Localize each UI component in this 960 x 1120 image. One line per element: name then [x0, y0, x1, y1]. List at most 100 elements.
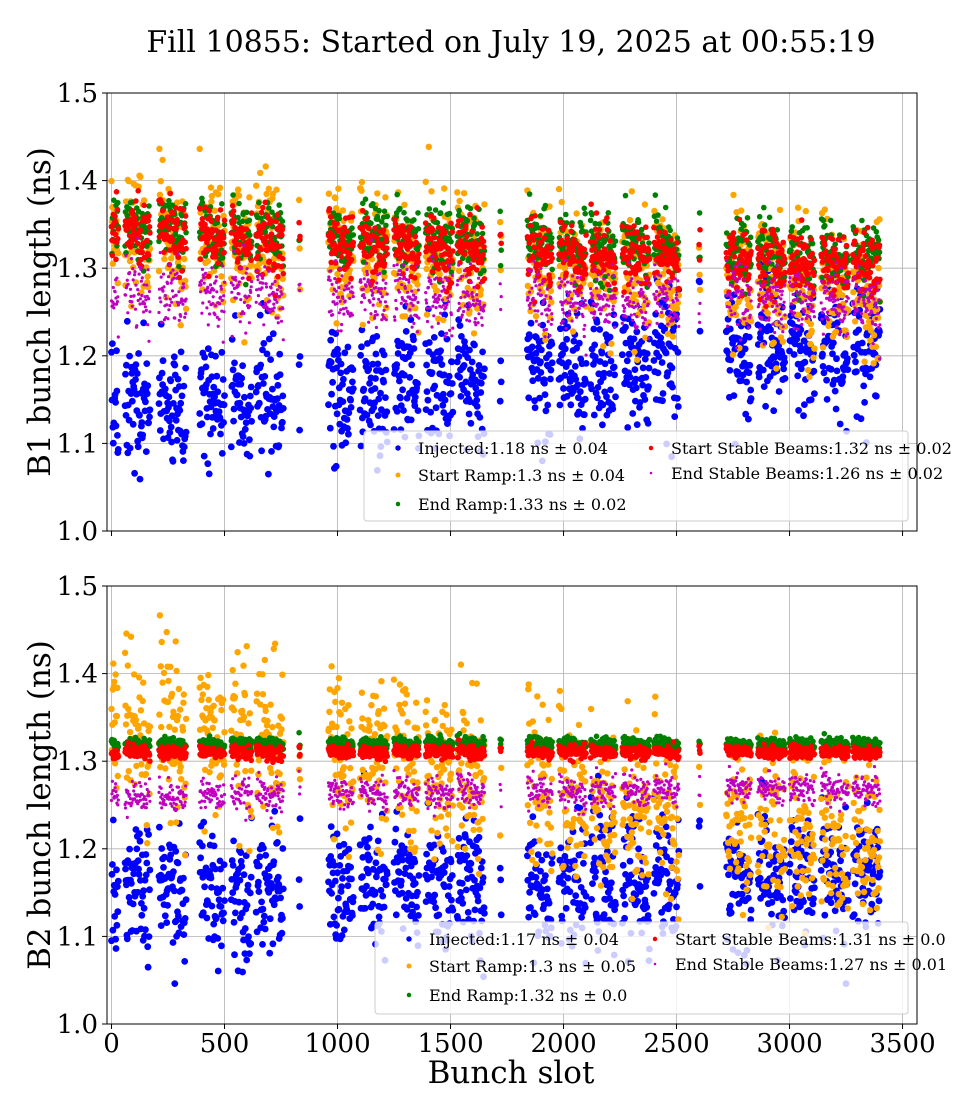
- data-point: [426, 206, 433, 212]
- data-point: [745, 333, 753, 341]
- data-point: [481, 276, 488, 282]
- data-point: [143, 305, 147, 309]
- data-point: [158, 296, 162, 300]
- data-point: [109, 439, 117, 447]
- data-point: [365, 225, 372, 232]
- data-point: [392, 220, 399, 227]
- data-point: [870, 360, 877, 367]
- data-point: [745, 369, 753, 377]
- data-point: [360, 200, 366, 207]
- data-point: [396, 377, 403, 385]
- data-point: [368, 220, 374, 227]
- data-point: [730, 191, 737, 199]
- data-point: [631, 348, 638, 356]
- data-point: [636, 235, 642, 242]
- data-point: [363, 359, 370, 367]
- data-point: [641, 201, 649, 208]
- data-point: [159, 357, 167, 365]
- data-point: [541, 235, 548, 241]
- data-point: [823, 396, 831, 403]
- data-point: [737, 272, 744, 279]
- data-point: [167, 190, 174, 197]
- data-point: [797, 326, 805, 334]
- data-point: [156, 145, 163, 152]
- data-point: [771, 232, 777, 238]
- data-point: [262, 163, 269, 170]
- data-point: [227, 443, 235, 451]
- data-point: [252, 388, 260, 396]
- data-point: [334, 351, 342, 358]
- data-point: [575, 339, 583, 347]
- data-point: [262, 199, 269, 206]
- data-point: [464, 284, 471, 292]
- data-point: [662, 229, 668, 236]
- data-point: [630, 335, 638, 343]
- data-point: [548, 299, 555, 306]
- data-point: [244, 331, 248, 335]
- data-point: [112, 306, 116, 310]
- data-point: [242, 311, 246, 316]
- data-point: [808, 327, 815, 334]
- data-point: [139, 279, 143, 283]
- data-point: [358, 178, 366, 186]
- data-point: [561, 371, 569, 379]
- data-point: [358, 343, 365, 351]
- data-point: [123, 293, 128, 297]
- data-point: [259, 346, 266, 354]
- data-point: [379, 219, 385, 225]
- data-point: [276, 243, 283, 250]
- data-point: [591, 239, 598, 245]
- data-point: [612, 265, 619, 271]
- data-point: [241, 243, 246, 247]
- data-point: [760, 236, 766, 242]
- data-point: [266, 258, 273, 265]
- data-point: [146, 213, 152, 219]
- data-point: [242, 300, 246, 304]
- data-point: [541, 379, 548, 387]
- data-point: [411, 288, 418, 295]
- data-point: [113, 189, 120, 195]
- data-point: [436, 271, 443, 278]
- data-point: [438, 330, 445, 337]
- data-point: [176, 252, 180, 256]
- data-point: [573, 344, 580, 352]
- data-point: [653, 218, 660, 224]
- data-point: [410, 336, 417, 344]
- data-point: [374, 190, 381, 197]
- data-point: [447, 390, 455, 397]
- data-point: [236, 399, 244, 407]
- data-point: [696, 286, 704, 294]
- data-point: [221, 340, 225, 344]
- data-point: [674, 348, 682, 356]
- data-point: [167, 423, 175, 431]
- data-point: [431, 382, 439, 390]
- data-point: [747, 304, 754, 311]
- data-point: [217, 430, 224, 438]
- data-point: [545, 227, 552, 234]
- data-point: [583, 232, 589, 238]
- data-point: [381, 208, 388, 214]
- data-point: [247, 294, 251, 298]
- data-point: [349, 378, 356, 386]
- data-point: [240, 266, 244, 271]
- data-point: [146, 224, 153, 230]
- data-point: [255, 399, 263, 407]
- data-point: [408, 224, 414, 230]
- data-point: [834, 319, 841, 327]
- data-point: [218, 450, 226, 457]
- data-point: [842, 327, 849, 334]
- data-point: [146, 323, 150, 327]
- data-point: [729, 351, 737, 358]
- data-point: [332, 194, 339, 202]
- data-point: [732, 245, 739, 251]
- data-point: [182, 200, 189, 207]
- data-point: [836, 420, 844, 428]
- data-point: [399, 386, 406, 394]
- data-point: [748, 248, 754, 255]
- data-point: [273, 218, 279, 225]
- data-point: [473, 267, 480, 273]
- data-point: [221, 264, 225, 268]
- data-point: [393, 407, 401, 415]
- data-point: [542, 407, 550, 415]
- data-point: [593, 319, 601, 326]
